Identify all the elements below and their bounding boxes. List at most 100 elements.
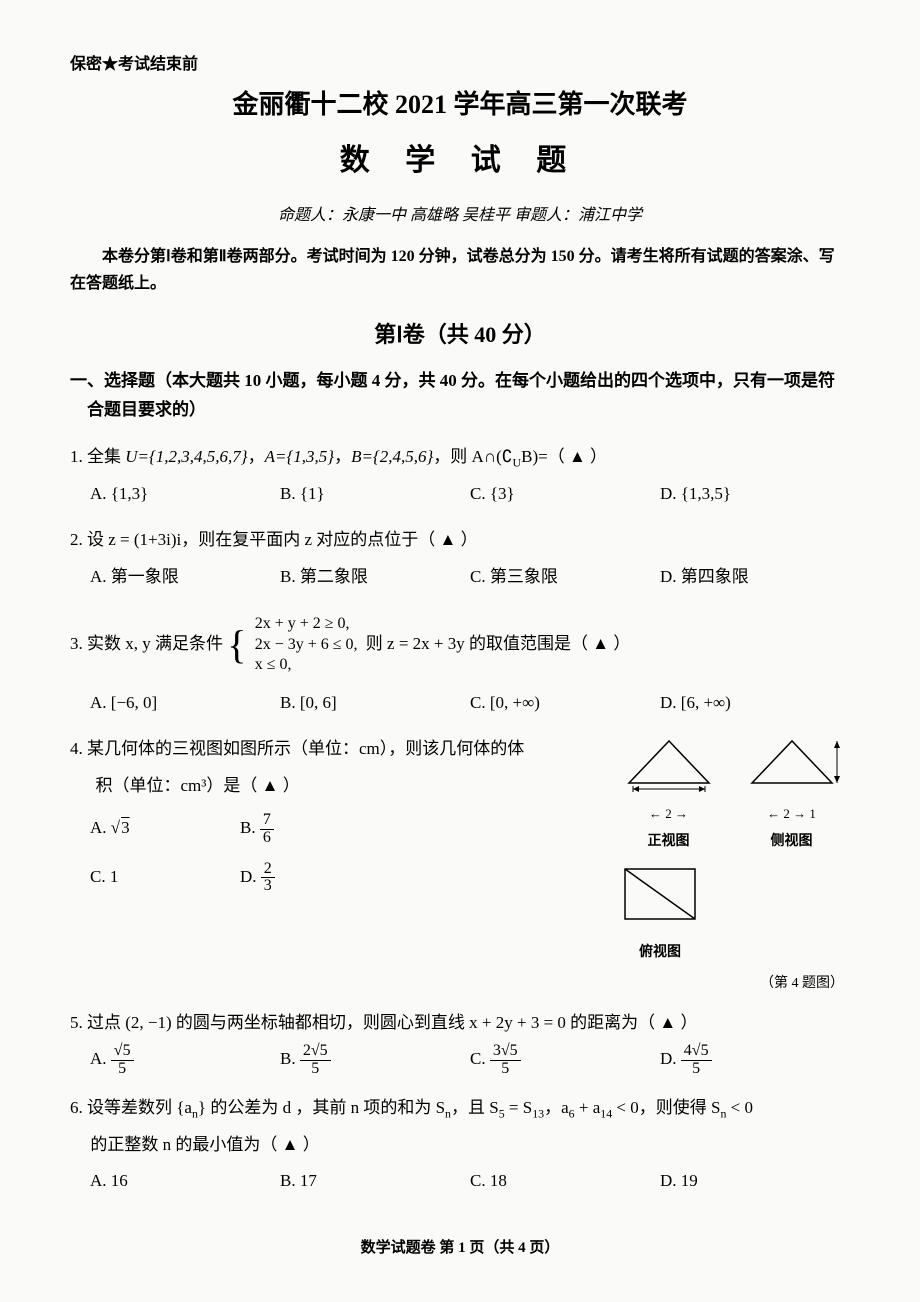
q1-choices: A. {1,3} B. {1} C. {3} D. {1,3,5} <box>90 478 850 514</box>
authors-line: 命题人：永康一中 高雄略 吴桂平 审题人：浦江中学 <box>70 201 850 225</box>
q5-c-label: C. <box>470 1050 490 1069</box>
q6-t8: < 0 <box>726 1098 753 1117</box>
question-2: 2. 设 z = (1+3i)i，则在复平面内 z 对应的点位于（ ▲ ） A.… <box>70 524 850 597</box>
q5-a-num: √5 <box>111 1043 134 1061</box>
q4-top-view: 俯视图 <box>610 859 710 966</box>
q4-d-num: 2 <box>261 861 275 879</box>
q6-t1: 6. 设等差数列 {a <box>70 1098 192 1117</box>
q6-choice-c: C. 18 <box>470 1165 660 1197</box>
q2-choice-a: A. 第一象限 <box>90 561 280 593</box>
q4-dim2-a: 2 <box>665 806 672 821</box>
q2-choice-c: C. 第三象限 <box>470 561 660 593</box>
q5-a-den: 5 <box>111 1061 134 1078</box>
q2-choices: A. 第一象限 B. 第二象限 C. 第三象限 D. 第四象限 <box>90 561 850 597</box>
q3-stem: 3. 实数 x, y 满足条件 { 2x + y + 2 ≥ 0, 2x − 3… <box>70 607 850 683</box>
q5-d-den: 5 <box>681 1061 712 1078</box>
q1-sub-u: U <box>513 456 522 470</box>
q1-choice-c: C. {3} <box>470 478 660 510</box>
q3-choice-a: A. [−6, 0] <box>90 687 280 719</box>
q4-front-label: 正视图 <box>619 829 719 856</box>
q1-text-post2: B)=（ ▲ ） <box>521 447 607 466</box>
q6-t3: ，且 S <box>451 1098 499 1117</box>
q5-choice-b: B. 2√55 <box>280 1043 470 1078</box>
q4-dim1: 1 <box>809 806 816 821</box>
q6-sub-14: 14 <box>600 1106 612 1120</box>
instructions: 本卷分第Ⅰ卷和第Ⅱ卷两部分。考试时间为 120 分钟，试卷总分为 150 分。请… <box>70 243 850 297</box>
q5-c-num: 3√5 <box>490 1043 521 1061</box>
q1-set-b: B={2,4,5,6} <box>351 447 433 466</box>
q4-b-den: 6 <box>260 830 274 847</box>
q5-b-den: 5 <box>300 1061 331 1078</box>
q1-choice-b: B. {1} <box>280 478 470 510</box>
q5-d-label: D. <box>660 1050 681 1069</box>
question-1: 1. 全集 U={1,2,3,4,5,6,7}，A={1,3,5}，B={2,4… <box>70 441 850 514</box>
section-1-title: 第Ⅰ卷（共 40 分） <box>70 317 850 349</box>
q6-t4: = S <box>505 1098 533 1117</box>
q2-choice-b: B. 第二象限 <box>280 561 470 593</box>
q1-choice-d: D. {1,3,5} <box>660 478 850 510</box>
q6-t5: ，a <box>544 1098 569 1117</box>
q4-choice-b: B. 7 6 <box>240 812 390 847</box>
brace-icon: { <box>227 622 246 667</box>
q6-choice-b: B. 17 <box>280 1165 470 1197</box>
q4-figure-caption: （第 4 题图） <box>610 971 850 998</box>
q4-top-label: 俯视图 <box>610 940 710 967</box>
q4-dim-side: ← 2 → 1 <box>742 802 842 827</box>
q4-choices-row1: A. √3 B. 7 6 <box>90 812 598 851</box>
q5-a-label: A. <box>90 1050 111 1069</box>
q4-d-den: 3 <box>261 878 275 895</box>
front-view-icon <box>619 733 719 793</box>
q6-sub-13: 13 <box>532 1106 544 1120</box>
exam-page: 保密★考试结束前 金丽衢十二校 2021 学年高三第一次联考 数 学 试 题 命… <box>0 0 920 1302</box>
side-view-icon <box>742 733 842 793</box>
q1-text-post: ，则 A∩(∁ <box>433 447 512 466</box>
q4-choice-a: A. √3 <box>90 812 240 847</box>
q3-row2: 2x − 3y + 6 ≤ 0, <box>255 635 358 656</box>
q1-text-pre: 1. 全集 <box>70 447 125 466</box>
q5-d-num: 4√5 <box>681 1043 712 1061</box>
q4-side-view: ← 2 → 1 侧视图 <box>742 733 842 855</box>
q4-a-sqrt: 3 <box>120 818 130 837</box>
q4-views-bottom-row: 俯视图 <box>610 859 850 966</box>
q6-t6: + a <box>575 1098 601 1117</box>
q4-choice-d: D. 2 3 <box>240 861 390 896</box>
q3-choice-b: B. [0, 6] <box>280 687 470 719</box>
q3-system: 2x + y + 2 ≥ 0, 2x − 3y + 6 ≤ 0, x ≤ 0, <box>255 614 358 676</box>
q6-choice-a: A. 16 <box>90 1165 280 1197</box>
q4-b-label: B. <box>240 818 260 837</box>
q4-a-label: A. <box>90 818 111 837</box>
q4-b-frac: 7 6 <box>260 812 274 847</box>
q3-text-pre: 3. 实数 x, y 满足条件 <box>70 634 227 653</box>
q3-choice-c: C. [0, +∞) <box>470 687 660 719</box>
q3-row1: 2x + y + 2 ≥ 0, <box>255 614 358 635</box>
q4-front-view: ← 2 → 正视图 <box>619 733 719 855</box>
q4-stem-line2: 积（单位：cm³）是（ ▲ ） <box>70 770 598 802</box>
q5-stem: 5. 过点 (2, −1) 的圆与两坐标轴都相切，则圆心到直线 x + 2y +… <box>70 1007 850 1039</box>
top-view-icon <box>610 859 710 929</box>
main-title: 金丽衢十二校 2021 学年高三第一次联考 <box>70 84 850 121</box>
q2-choice-d: D. 第四象限 <box>660 561 850 593</box>
q5-choice-c: C. 3√55 <box>470 1043 660 1078</box>
q3-row3: x ≤ 0, <box>255 655 358 676</box>
q6-choice-d: D. 19 <box>660 1165 850 1197</box>
q4-b-num: 7 <box>260 812 274 830</box>
q3-choice-d: D. [6, +∞) <box>660 687 850 719</box>
q5-b-num: 2√5 <box>300 1043 331 1061</box>
subject-title: 数 学 试 题 <box>70 135 850 179</box>
q2-stem: 2. 设 z = (1+3i)i，则在复平面内 z 对应的点位于（ ▲ ） <box>70 524 850 556</box>
page-footer: 数学试题卷 第 1 页（共 4 页） <box>70 1236 850 1257</box>
q5-choice-a: A. √55 <box>90 1043 280 1078</box>
q1-set-a: A={1,3,5} <box>265 447 334 466</box>
q4-views-top-row: ← 2 → 正视图 ← 2 → 1 侧视图 <box>610 733 850 855</box>
q4-d-frac: 2 3 <box>261 861 275 896</box>
q4-d-label: D. <box>240 867 261 886</box>
q4-dim2-b: 2 <box>783 806 790 821</box>
q4-figure: ← 2 → 正视图 ← 2 → 1 侧视图 <box>610 733 850 997</box>
q3-choices: A. [−6, 0] B. [0, 6] C. [0, +∞) D. [6, +… <box>90 687 850 723</box>
q6-stem-line1: 6. 设等差数列 {an} 的公差为 d ，其前 n 项的和为 Sn，且 S5 … <box>70 1092 850 1125</box>
q6-t7: < 0，则使得 S <box>612 1098 720 1117</box>
q6-t2: } 的公差为 d ，其前 n 项的和为 S <box>198 1098 445 1117</box>
q6-stem-line2: 的正整数 n 的最小值为（ ▲ ） <box>70 1129 850 1161</box>
q5-c-den: 5 <box>490 1061 521 1078</box>
q6-choices: A. 16 B. 17 C. 18 D. 19 <box>90 1165 850 1201</box>
